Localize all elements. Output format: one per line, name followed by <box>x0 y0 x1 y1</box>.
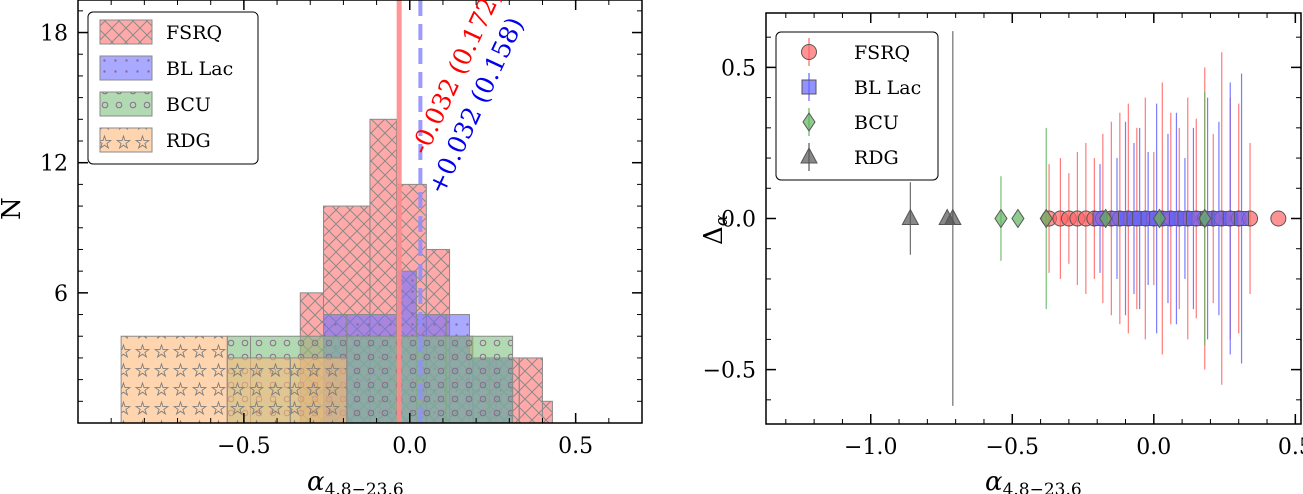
point-bcu <box>1011 208 1025 229</box>
histogram-ylabel: N <box>0 197 27 220</box>
legend-frame <box>87 11 259 165</box>
histogram-ytick-label: 18 <box>40 22 68 47</box>
scatter-xtick-label: 0.5 <box>1278 435 1303 460</box>
point-fsrq <box>1270 210 1287 227</box>
scatter-xtick-label: −1.0 <box>844 435 897 460</box>
legend-label-bl-lac: BL Lac <box>166 58 233 80</box>
scatter-panel: −1.0 −0.5 0.0 0.5 −0.5 0.0 0.5 FSRQ BL Lac BCU RD… <box>699 12 1303 494</box>
histogram-xtick-label: 0.5 <box>558 434 593 459</box>
scatter-xlabel: α4.8−23.6 <box>985 467 1082 494</box>
median-lines <box>396 0 423 423</box>
legend-swatch-hatch-fsrq <box>99 19 153 45</box>
legend-swatch-hatch-bl-lac <box>99 55 153 81</box>
scatter-xtick-label: −0.5 <box>986 435 1039 460</box>
histogram-xlabel: α4.8−23.6 <box>307 467 404 494</box>
legend-label-fsrq: FSRQ <box>166 22 222 44</box>
bar-hatch-fsrq <box>541 400 553 424</box>
scatter-legend: FSRQ BL Lac BCU RDG <box>775 31 939 181</box>
scatter-ytick-label: −0.5 <box>703 359 756 384</box>
histogram-ytick-label: 12 <box>40 152 68 177</box>
legend-label-bcu: BCU <box>166 94 211 116</box>
histogram-frame <box>77 0 643 424</box>
bar-hatch-rdg <box>226 357 291 424</box>
legend-swatch-hatch-rdg <box>99 127 153 153</box>
legend-label-rdg: RDG <box>854 147 899 169</box>
legend-marker-rdg <box>800 146 818 164</box>
histogram-xtick-label: −0.5 <box>217 434 270 459</box>
legend-swatch-hatch-bcu <box>99 91 153 117</box>
point-bcu <box>1099 208 1113 229</box>
legend-label-bl-lac: BL Lac <box>854 77 921 99</box>
histogram-bars <box>120 118 553 424</box>
legend-label-rdg: RDG <box>166 130 211 152</box>
bar-hatch-rdg <box>289 357 348 424</box>
point-bcu <box>994 208 1008 229</box>
scatter-ylabel: Δα <box>699 214 732 245</box>
scatter-xtick-label: 0.0 <box>1136 435 1171 460</box>
scatter-ytick-label: 0.5 <box>721 56 756 81</box>
scatter-axes: −1.0 −0.5 0.0 0.5 −0.5 0.0 0.5 <box>703 12 1303 460</box>
scatter-points <box>901 31 1287 406</box>
bar-hatch-bcu <box>346 335 514 424</box>
legend-marker-fsrq <box>801 44 817 60</box>
legend-frame <box>775 31 939 181</box>
histogram-axes: −0.5 0.0 0.5 6 12 18 <box>40 0 643 459</box>
bar-hatch-fsrq <box>518 357 543 424</box>
point-bcu <box>1198 208 1212 229</box>
histogram-xtick-label: 0.0 <box>392 434 427 459</box>
histogram-legend: FSRQ BL Lac BCU RDG <box>87 11 259 165</box>
legend-label-fsrq: FSRQ <box>854 42 910 64</box>
legend-label-bcu: BCU <box>854 112 899 134</box>
bar-hatch-rdg <box>120 335 228 424</box>
legend-marker-bcu <box>802 112 816 132</box>
point-rdg <box>901 208 920 225</box>
point-bl-lac <box>1234 211 1250 226</box>
legend-marker-bl-lac <box>801 79 817 95</box>
point-bcu <box>1039 208 1053 229</box>
point-rdg <box>943 208 962 225</box>
histogram-ytick-label: 6 <box>54 282 68 307</box>
point-bcu <box>1152 208 1167 229</box>
scatter-ytick-label: 0.0 <box>721 208 756 233</box>
